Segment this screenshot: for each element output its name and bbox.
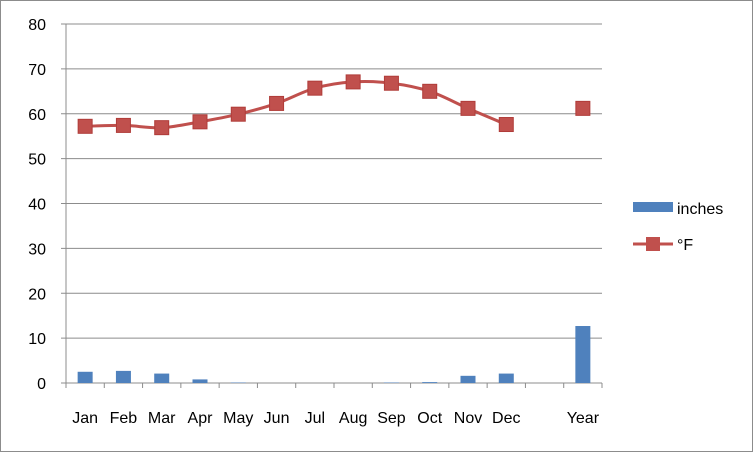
marker-fahrenheit: [115, 117, 131, 133]
legend: inches °F: [633, 201, 723, 254]
legend-label-inches: inches: [677, 201, 723, 218]
bar-inches: [115, 370, 131, 383]
marker-fahrenheit: [422, 83, 438, 99]
bar-inches: [422, 382, 438, 383]
y-tick-label: 50: [28, 152, 46, 169]
y-tick-label: 80: [28, 17, 46, 34]
x-tick-label: Mar: [148, 410, 176, 427]
x-tick-label: Oct: [417, 410, 442, 427]
x-axis: Jan Feb Mar Apr May Jun Jul Aug Sep Oct Nov Dec Year: [65, 382, 603, 427]
x-tick-label: Year: [567, 410, 600, 427]
y-tick-label: 70: [28, 62, 46, 79]
marker-fahrenheit: [230, 106, 246, 122]
y-tick-label: 60: [28, 107, 46, 124]
x-tick-label: Feb: [110, 410, 138, 427]
marker-fahrenheit: [345, 74, 361, 90]
bar-inches: [154, 373, 170, 383]
marker-fahrenheit: [307, 80, 323, 96]
marker-fahrenheit: [154, 120, 170, 136]
y-tick-label: 30: [28, 241, 46, 258]
bar-inches: [575, 326, 591, 383]
line-fahrenheit: [85, 80, 507, 130]
marker-fahrenheit: [192, 114, 208, 130]
legend-swatch-inches: [633, 202, 673, 212]
marker-fahrenheit: [77, 118, 93, 134]
legend-marker-fahrenheit: [646, 237, 660, 251]
x-tick-label: Dec: [492, 410, 520, 427]
y-tick-label: 0: [37, 376, 46, 393]
x-tick-label: Aug: [339, 410, 367, 427]
bar-series-inches: [77, 326, 591, 383]
x-tick-label: Sep: [377, 410, 406, 427]
x-tick-label: Nov: [454, 410, 482, 427]
marker-fahrenheit: [575, 100, 591, 116]
bar-inches: [192, 379, 208, 383]
gridlines: [66, 23, 602, 339]
line-series-fahrenheit: [77, 74, 591, 136]
marker-fahrenheit: [460, 100, 476, 116]
y-tick-label: 10: [28, 331, 46, 348]
x-tick-label: Jul: [305, 410, 325, 427]
bar-inches: [498, 373, 514, 383]
bar-inches: [460, 375, 476, 383]
legend-label-fahrenheit: °F: [677, 237, 693, 254]
marker-fahrenheit: [498, 117, 514, 133]
y-tick-label: 40: [28, 197, 46, 214]
bar-inches: [77, 371, 93, 383]
y-axis: 0 10 20 30 40 50 60 70 80: [28, 17, 67, 393]
x-tick-label: May: [223, 410, 253, 427]
marker-fahrenheit: [383, 75, 399, 91]
x-tick-label: Jan: [72, 410, 98, 427]
x-tick-label: Jun: [264, 410, 290, 427]
y-tick-label: 20: [28, 286, 46, 303]
marker-fahrenheit: [269, 95, 285, 111]
x-tick-label: Apr: [188, 410, 214, 427]
